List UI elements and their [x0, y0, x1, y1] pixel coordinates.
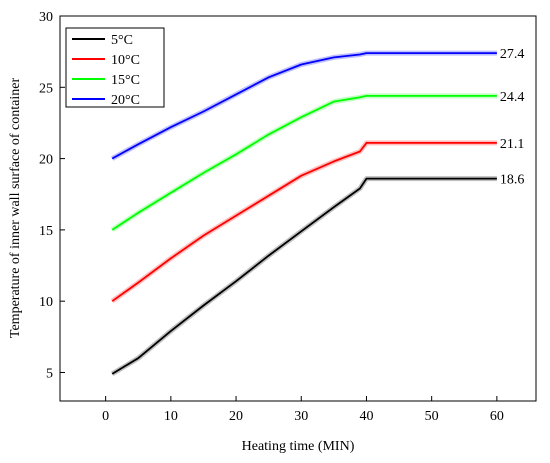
- y-tick-label: 20: [39, 153, 53, 168]
- legend-label: 5°C: [111, 33, 133, 48]
- y-tick-label: 5: [46, 366, 53, 381]
- series-line: [111, 177, 497, 375]
- legend: 5°C 10°C 15°C 20°C: [65, 27, 165, 108]
- x-tick-label: 0: [102, 409, 109, 424]
- y-tick-label: 15: [39, 224, 53, 239]
- y-tick-label: 10: [39, 295, 53, 310]
- x-tick-label: 30: [294, 409, 308, 424]
- x-tick-label: 20: [229, 409, 243, 424]
- series-line: [111, 52, 497, 160]
- series-layer: [110, 50, 497, 377]
- series-end-label: 21.1: [500, 137, 525, 152]
- y-axis-title: Temperature of inner wall surface of con…: [8, 78, 23, 339]
- axis-ticks: 0 10 20 30 40 50 60 5 10 15 20 25 30: [39, 10, 504, 424]
- y-tick-label: 25: [39, 81, 53, 96]
- series-end-label: 27.4: [500, 47, 525, 62]
- series-end-label: 18.6: [500, 173, 525, 188]
- x-tick-label: 60: [490, 409, 504, 424]
- legend-box: [65, 27, 165, 108]
- series-end-label: 24.4: [500, 90, 525, 105]
- plot-area-frame: [59, 15, 537, 402]
- series-line: [111, 141, 497, 302]
- x-tick-label: 50: [425, 409, 439, 424]
- series-band: [110, 140, 497, 304]
- end-labels: 18.6 21.1 24.4 27.4: [500, 47, 525, 187]
- x-tick-label: 40: [359, 409, 373, 424]
- series-line: [111, 95, 497, 231]
- legend-label: 15°C: [111, 73, 140, 88]
- y-tick-label: 30: [39, 10, 53, 25]
- legend-label: 10°C: [111, 53, 140, 68]
- legend-label: 20°C: [111, 93, 140, 108]
- x-tick-label: 10: [164, 409, 178, 424]
- x-axis-title: Heating time (MIN): [242, 439, 355, 454]
- series-band: [110, 176, 497, 377]
